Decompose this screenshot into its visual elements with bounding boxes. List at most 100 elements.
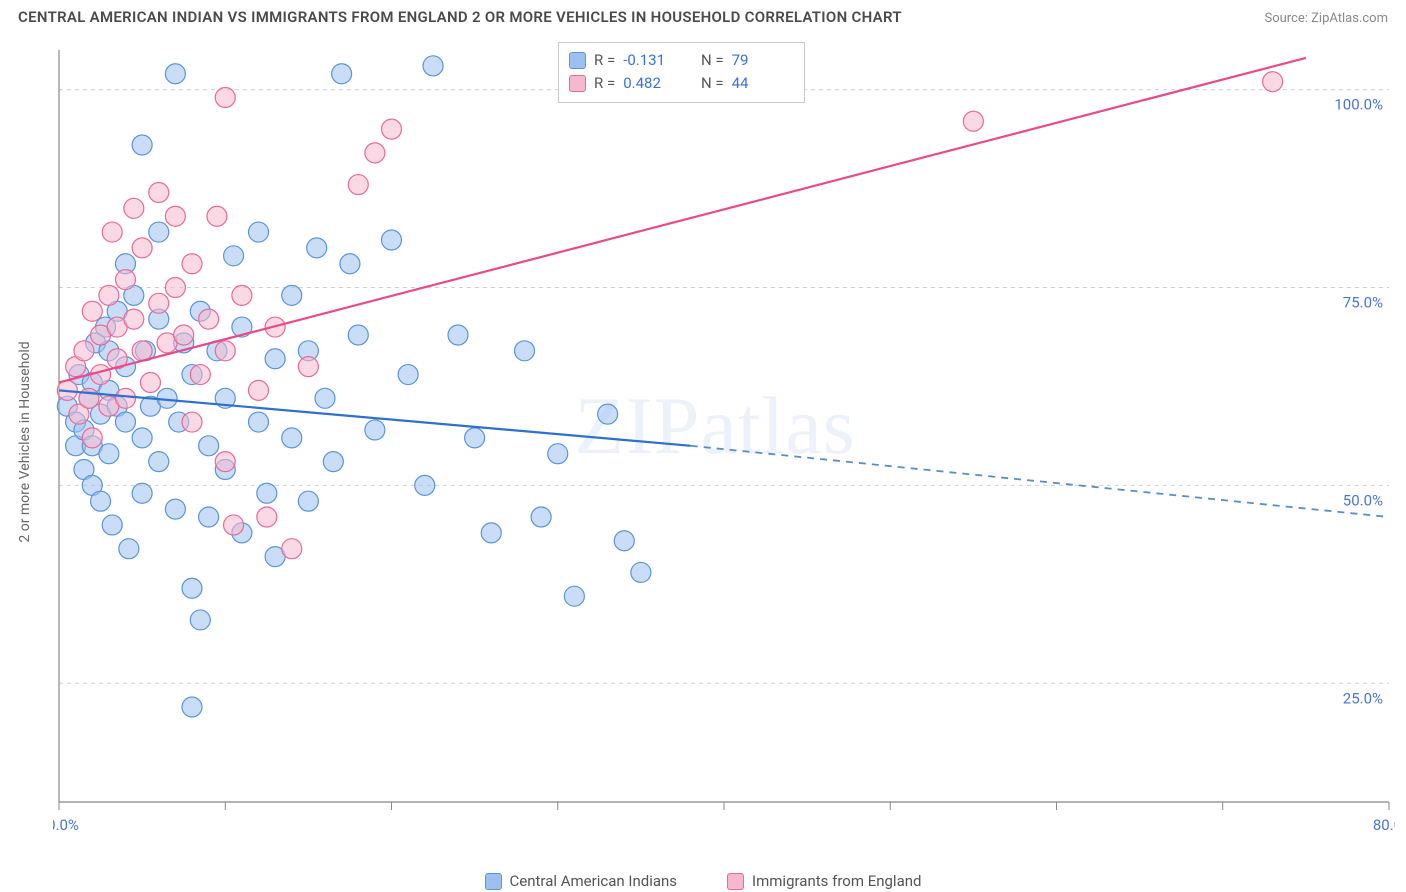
stat-n-value-1: 79: [732, 49, 790, 72]
legend-item-series2: Immigrants from England: [727, 872, 921, 890]
scatter-point: [448, 325, 468, 345]
scatter-point: [282, 428, 302, 448]
scatter-point: [282, 285, 302, 305]
scatter-point: [215, 341, 235, 361]
legend-label: Central American Indians: [510, 872, 678, 890]
scatter-point: [149, 182, 169, 202]
trend-line-series1-extrapolated: [691, 446, 1389, 517]
scatter-point: [182, 578, 202, 598]
chart-area: 2 or more Vehicles in Household ZIPatlas…: [35, 42, 1395, 842]
scatter-point: [190, 610, 210, 630]
scatter-point: [182, 412, 202, 432]
scatter-point: [224, 246, 244, 266]
stat-n-label: N =: [701, 49, 724, 72]
scatter-point: [165, 64, 185, 84]
scatter-point: [182, 254, 202, 274]
swatch-pink: [727, 873, 744, 890]
svg-text:50.0%: 50.0%: [1343, 491, 1383, 509]
swatch-blue: [569, 52, 586, 69]
scatter-point: [548, 444, 568, 464]
scatter-point: [365, 143, 385, 163]
scatter-point: [199, 309, 219, 329]
stat-n-value-2: 44: [732, 72, 790, 95]
scatter-point: [249, 222, 269, 242]
scatter-point: [631, 562, 651, 582]
scatter-point: [149, 293, 169, 313]
scatter-point: [257, 507, 277, 527]
stat-n-label: N =: [701, 72, 724, 95]
scatter-point: [99, 285, 119, 305]
scatter-point: [215, 452, 235, 472]
scatter-point: [132, 483, 152, 503]
svg-text:100.0%: 100.0%: [1334, 96, 1383, 114]
scatter-point: [174, 325, 194, 345]
scatter-point: [124, 198, 144, 218]
scatter-point: [99, 444, 119, 464]
stat-r-value-1: -0.131: [623, 49, 681, 72]
swatch-blue: [485, 873, 502, 890]
trend-line-series2: [59, 58, 1306, 383]
scatter-point: [282, 539, 302, 559]
scatter-point: [165, 499, 185, 519]
scatter-point: [963, 111, 983, 131]
correlation-stats-box: R = -0.131 N = 79 R = 0.482 N = 44: [558, 42, 805, 103]
scatter-point: [564, 586, 584, 606]
stat-row-series2: R = 0.482 N = 44: [569, 72, 790, 95]
scatter-point: [423, 56, 443, 76]
stat-row-series1: R = -0.131 N = 79: [569, 49, 790, 72]
scatter-point: [165, 277, 185, 297]
scatter-point: [598, 404, 618, 424]
scatter-point: [415, 475, 435, 495]
scatter-point: [257, 483, 277, 503]
svg-text:80.0%: 80.0%: [1373, 816, 1395, 834]
scatter-point: [116, 388, 136, 408]
scatter-plot: 25.0% 50.0% 75.0% 100.0% 0.0% 80.0%: [53, 42, 1395, 842]
scatter-point: [140, 372, 160, 392]
scatter-point: [307, 238, 327, 258]
scatter-point: [82, 301, 102, 321]
scatter-point: [348, 175, 368, 195]
svg-text:75.0%: 75.0%: [1343, 293, 1383, 311]
scatter-point: [82, 428, 102, 448]
scatter-point: [215, 87, 235, 107]
scatter-point: [91, 491, 111, 511]
scatter-point: [298, 357, 318, 377]
scatter-point: [348, 325, 368, 345]
scatter-point: [102, 222, 122, 242]
scatter-point: [481, 523, 501, 543]
scatter-point: [102, 515, 122, 535]
scatter-point: [190, 365, 210, 385]
scatter-point: [132, 428, 152, 448]
scatter-point: [182, 697, 202, 717]
scatter-point: [465, 428, 485, 448]
svg-text:25.0%: 25.0%: [1343, 689, 1383, 707]
scatter-point: [315, 388, 335, 408]
scatter-point: [116, 412, 136, 432]
svg-text:0.0%: 0.0%: [53, 816, 79, 834]
scatter-point: [382, 230, 402, 250]
swatch-pink: [569, 75, 586, 92]
source-label: Source: ZipAtlas.com: [1264, 11, 1388, 26]
scatter-point: [199, 507, 219, 527]
scatter-point: [1263, 72, 1283, 92]
scatter-point: [332, 64, 352, 84]
scatter-point: [119, 539, 139, 559]
scatter-point: [323, 452, 343, 472]
scatter-point: [340, 254, 360, 274]
scatter-point: [116, 270, 136, 290]
scatter-point: [224, 515, 244, 535]
scatter-point: [249, 412, 269, 432]
scatter-point: [365, 420, 385, 440]
scatter-point: [74, 341, 94, 361]
scatter-point: [132, 341, 152, 361]
scatter-point: [232, 285, 252, 305]
scatter-point: [124, 309, 144, 329]
scatter-point: [165, 206, 185, 226]
bottom-legend: Central American Indians Immigrants from…: [0, 872, 1406, 890]
stat-r-label: R =: [594, 49, 615, 72]
scatter-point: [132, 135, 152, 155]
scatter-point: [265, 349, 285, 369]
scatter-point: [515, 341, 535, 361]
scatter-point: [199, 436, 219, 456]
chart-title: CENTRAL AMERICAN INDIAN VS IMMIGRANTS FR…: [18, 8, 902, 26]
